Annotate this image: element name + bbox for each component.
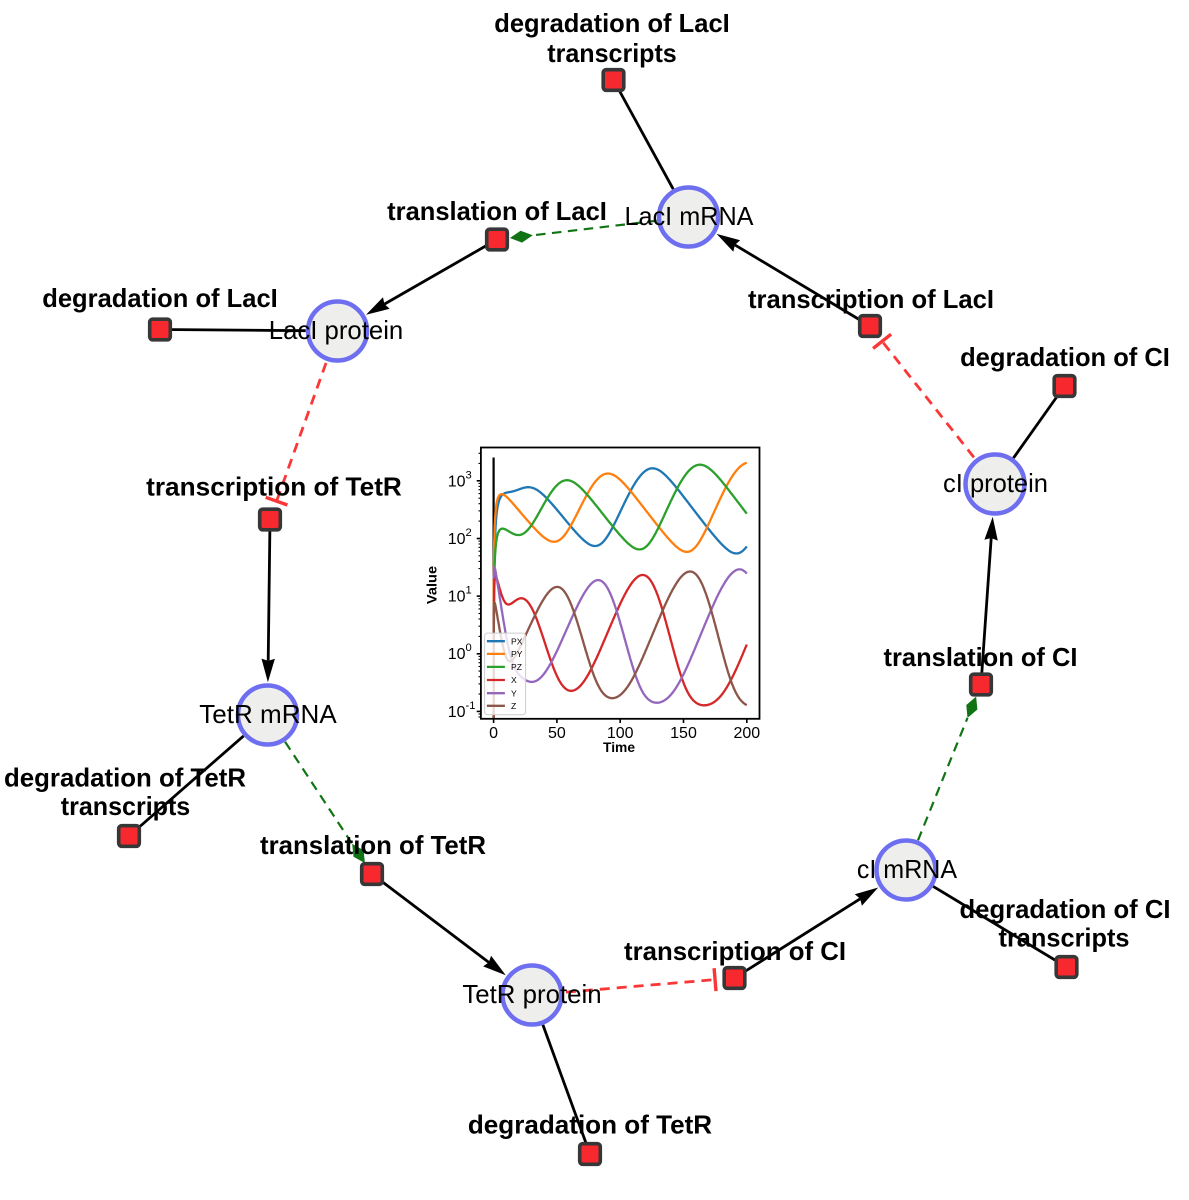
svg-text:TetR mRNA: TetR mRNA bbox=[199, 701, 337, 729]
svg-text:100: 100 bbox=[607, 725, 634, 742]
svg-text:150: 150 bbox=[670, 725, 697, 742]
svg-text:2: 2 bbox=[466, 527, 472, 539]
svg-text:degradation of LacI: degradation of LacI bbox=[42, 285, 278, 313]
svg-text:10: 10 bbox=[448, 531, 466, 548]
svg-text:0: 0 bbox=[489, 725, 498, 742]
svg-text:10: 10 bbox=[448, 646, 466, 663]
svg-text:Z: Z bbox=[511, 701, 516, 711]
svg-text:200: 200 bbox=[733, 725, 760, 742]
svg-text:degradation of CI: degradation of CI bbox=[960, 896, 1171, 924]
svg-text:Time: Time bbox=[603, 740, 636, 755]
svg-text:Value: Value bbox=[424, 565, 439, 604]
svg-text:PY: PY bbox=[511, 649, 523, 659]
svg-text:PX: PX bbox=[511, 636, 523, 646]
svg-text:cI mRNA: cI mRNA bbox=[857, 856, 958, 884]
svg-text:10: 10 bbox=[448, 473, 466, 490]
svg-text:translation of TetR: translation of TetR bbox=[260, 832, 486, 860]
svg-text:LacI protein: LacI protein bbox=[269, 317, 404, 345]
svg-text:degradation of LacI: degradation of LacI bbox=[494, 10, 730, 38]
svg-text:1: 1 bbox=[466, 585, 472, 597]
svg-text:PZ: PZ bbox=[511, 662, 522, 672]
svg-text:10: 10 bbox=[448, 704, 466, 721]
svg-text:TetR protein: TetR protein bbox=[462, 981, 601, 1009]
svg-text:degradation of TetR: degradation of TetR bbox=[4, 765, 246, 793]
svg-text:X: X bbox=[511, 675, 517, 685]
svg-text:cI protein: cI protein bbox=[943, 470, 1048, 498]
svg-text:transcription of CI: transcription of CI bbox=[624, 938, 846, 966]
svg-text:degradation of TetR: degradation of TetR bbox=[468, 1112, 713, 1140]
svg-text:translation of CI: translation of CI bbox=[884, 644, 1078, 672]
svg-text:50: 50 bbox=[548, 725, 566, 742]
svg-text:LacI mRNA: LacI mRNA bbox=[625, 203, 755, 231]
svg-text:translation of LacI: translation of LacI bbox=[387, 198, 607, 226]
svg-text:transcription of TetR: transcription of TetR bbox=[146, 474, 402, 502]
svg-text:transcription of LacI: transcription of LacI bbox=[748, 286, 994, 314]
svg-text:0: 0 bbox=[466, 642, 472, 654]
svg-text:degradation of CI: degradation of CI bbox=[960, 344, 1170, 372]
svg-text:Y: Y bbox=[511, 688, 517, 698]
svg-text:10: 10 bbox=[448, 589, 466, 606]
svg-text:transcripts: transcripts bbox=[61, 793, 191, 821]
svg-text:3: 3 bbox=[466, 469, 472, 481]
svg-text:transcripts: transcripts bbox=[547, 40, 677, 68]
svg-text:-1: -1 bbox=[466, 700, 476, 712]
svg-text:transcripts: transcripts bbox=[999, 924, 1130, 952]
